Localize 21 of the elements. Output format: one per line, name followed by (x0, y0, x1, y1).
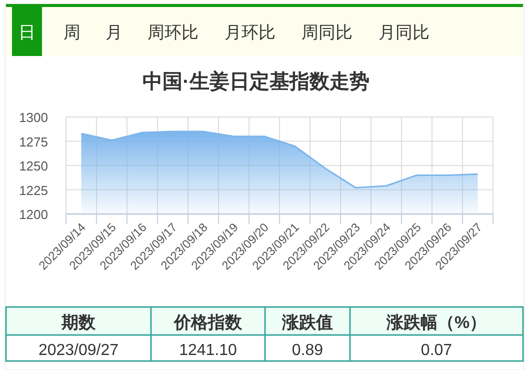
text: 期数 (60, 313, 96, 332)
y-tick-label: 1300 (19, 110, 48, 125)
text: 周环比 (148, 23, 198, 42)
text: 月同比 (378, 23, 430, 42)
text: 月环比 (224, 23, 276, 42)
text: 0.07 (420, 342, 452, 359)
chart-title: 中国·生姜日定基指数走势 (142, 70, 370, 93)
text: 2023/09/27 (38, 342, 119, 359)
text: 涨跌值 (281, 313, 333, 332)
text: 1241.10 (179, 342, 238, 359)
y-tick-label: 1250 (19, 158, 48, 174)
y-tick-label: 1275 (19, 134, 48, 150)
y-tick-label: 1200 (19, 207, 48, 222)
text: 涨跌幅（%） (385, 313, 487, 332)
text: 周同比 (302, 23, 352, 42)
text: 月 (106, 23, 122, 42)
text: 价格指数 (173, 313, 243, 332)
text: 周 (64, 23, 80, 42)
text: 日 (18, 23, 36, 42)
text: 0.89 (292, 342, 324, 359)
y-tick-label: 1225 (19, 182, 48, 198)
